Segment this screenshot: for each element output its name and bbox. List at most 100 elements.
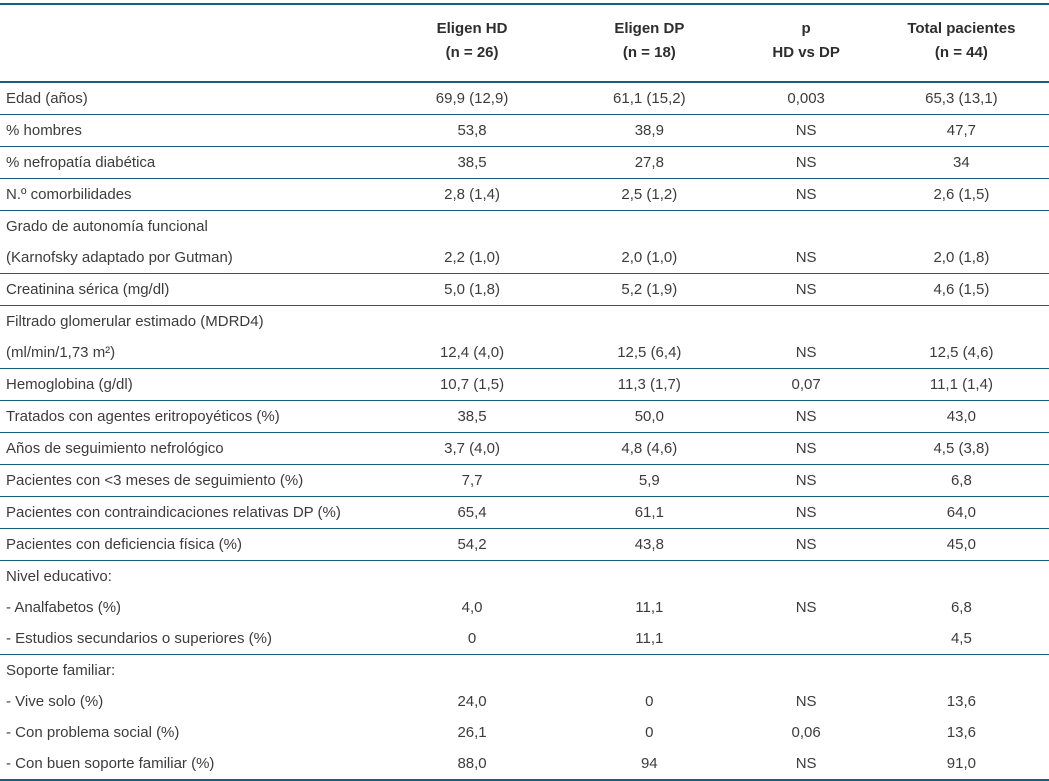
cell-eligen-hd bbox=[384, 211, 560, 243]
cell-eligen-dp: 27,8 bbox=[560, 146, 739, 179]
cell-total bbox=[874, 211, 1049, 243]
cell-eligen-hd: 2,8 (1,4) bbox=[383, 178, 561, 211]
table-row: Pacientes con deficiencia física (%) 54,2… bbox=[0, 528, 1049, 561]
table-header: Eligen HD (n = 26) Eligen DP (n = 18) p … bbox=[0, 4, 1049, 83]
cell-eligen-dp bbox=[560, 211, 738, 243]
cell-eligen-dp: 0 bbox=[645, 724, 654, 741]
cell-p-value: NS bbox=[795, 599, 817, 616]
cell-total: 4,6 (1,5) bbox=[873, 273, 1049, 306]
cell-p-value: NS bbox=[738, 496, 874, 529]
cell-p-value: 0,07 bbox=[738, 368, 874, 401]
row-label: - Estudios secundarios o superiores (%) bbox=[0, 623, 384, 655]
cell-total: 45,0 bbox=[873, 528, 1049, 561]
cell-p-value: NS bbox=[738, 178, 874, 211]
row-label: - Vive solo (%) bbox=[6, 693, 104, 710]
cell-eligen-hd bbox=[384, 655, 560, 687]
table-row: (ml/min/1,73 m²) 12,4 (4,0) 12,5 (6,4) NS 12… bbox=[0, 337, 1049, 369]
cell-eligen-hd: 53,8 bbox=[383, 114, 561, 147]
table-row: Pacientes con <3 meses de seguimiento (%… bbox=[0, 464, 1049, 497]
cell-total: 13,6 bbox=[946, 693, 976, 710]
cell-total: 13,6 bbox=[946, 724, 976, 741]
table-row: - Analfabetos (%) 4,0 11,1 NS 6,8 bbox=[0, 592, 1049, 623]
row-label: % nefropatía diabética bbox=[0, 146, 384, 179]
header-eligen-dp: Eligen DP (n = 18) bbox=[560, 4, 739, 83]
cell-eligen-dp: 61,1 (15,2) bbox=[560, 82, 739, 115]
cell-p-value: NS bbox=[738, 432, 874, 465]
cell-eligen-dp: 11,1 bbox=[560, 623, 739, 655]
cell-eligen-dp: 11,3 (1,7) bbox=[560, 368, 739, 401]
row-label: Filtrado glomerular estimado (MDRD4) bbox=[6, 313, 264, 330]
cell-total bbox=[874, 561, 1049, 593]
cell-eligen-dp: 5,2 (1,9) bbox=[560, 273, 739, 306]
cell-eligen-hd: 5,0 (1,8) bbox=[383, 273, 561, 306]
cell-total bbox=[874, 655, 1049, 687]
row-label: Creatinina sérica (mg/dl) bbox=[0, 273, 384, 306]
cell-eligen-hd: 10,7 (1,5) bbox=[383, 368, 561, 401]
cell-p-value: NS bbox=[738, 400, 874, 433]
header-eligen-hd-n: (n = 26) bbox=[445, 44, 499, 61]
cell-p-value: NS bbox=[738, 464, 874, 497]
table-row: Creatinina sérica (mg/dl) 5,0 (1,8) 5,2 (1… bbox=[0, 273, 1049, 306]
cell-total: 34 bbox=[873, 146, 1049, 179]
cell-p-value: NS bbox=[795, 755, 817, 772]
cell-p-value: 0,003 bbox=[738, 82, 874, 115]
table-row: - Estudios secundarios o superiores (%) 0… bbox=[0, 623, 1049, 655]
cell-eligen-hd: 38,5 bbox=[383, 146, 561, 179]
cell-eligen-dp: 43,8 bbox=[560, 528, 739, 561]
cell-total: 2,0 (1,8) bbox=[873, 242, 1049, 274]
table-row: Años de seguimiento nefrológico 3,7 (4,0)… bbox=[0, 432, 1049, 465]
cell-p-value: 0,06 bbox=[791, 724, 821, 741]
cell-eligen-dp bbox=[560, 306, 738, 338]
cell-p-value bbox=[738, 623, 874, 655]
cell-p-value: NS bbox=[795, 693, 817, 710]
cell-eligen-hd: 88,0 bbox=[457, 755, 487, 772]
row-label: - Con buen soporte familiar (%) bbox=[6, 755, 215, 772]
row-label: Hemoglobina (g/dl) bbox=[0, 368, 384, 401]
table-row: (Karnofsky adaptado por Gutman) 2,2 (1,0)… bbox=[0, 242, 1049, 274]
row-label: N.º comorbilidades bbox=[0, 178, 384, 211]
cell-total bbox=[874, 306, 1049, 338]
cell-eligen-hd: 65,4 bbox=[383, 496, 561, 529]
cell-eligen-dp: 5,9 bbox=[560, 464, 739, 497]
row-label: Tratados con agentes eritropoyéticos (%) bbox=[0, 400, 384, 433]
cell-eligen-dp: 61,1 bbox=[560, 496, 739, 529]
header-total-title: Total pacientes bbox=[907, 20, 1016, 37]
cell-eligen-hd: 38,5 bbox=[383, 400, 561, 433]
cell-total: 47,7 bbox=[873, 114, 1049, 147]
row-label: Soporte familiar: bbox=[6, 662, 116, 679]
row-label: Edad (años) bbox=[0, 82, 384, 115]
cell-total: 11,1 (1,4) bbox=[873, 368, 1049, 401]
cell-total: 6,8 bbox=[873, 464, 1049, 497]
header-eligen-dp-title: Eligen DP bbox=[614, 20, 685, 37]
cell-eligen-dp: 12,5 (6,4) bbox=[560, 337, 739, 369]
cell-total: 65,3 (13,1) bbox=[873, 82, 1049, 115]
cell-eligen-hd: 24,0 bbox=[457, 693, 487, 710]
cell-eligen-dp: 0 bbox=[645, 693, 654, 710]
table-row: N.º comorbilidades 2,8 (1,4) 2,5 (1,2) NS 2,… bbox=[0, 178, 1049, 211]
cell-eligen-dp bbox=[560, 561, 738, 593]
cell-eligen-hd: 54,2 bbox=[383, 528, 561, 561]
cell-eligen-hd: 2,2 (1,0) bbox=[383, 242, 561, 274]
cell-eligen-dp: 2,5 (1,2) bbox=[560, 178, 739, 211]
table-row: Grado de autonomía funcional bbox=[0, 211, 1049, 243]
table-row: Nivel educativo: bbox=[0, 561, 1049, 593]
table-row: Filtrado glomerular estimado (MDRD4) bbox=[0, 306, 1049, 338]
cell-total: 4,5 bbox=[873, 623, 1049, 655]
header-p-subtitle: HD vs DP bbox=[772, 44, 840, 61]
table-row: Tratados con agentes eritropoyéticos (%)… bbox=[0, 400, 1049, 433]
cell-p-value bbox=[738, 655, 873, 687]
row-label: - Con problema social (%) bbox=[6, 724, 180, 741]
row-label: Pacientes con contraindicaciones relativ… bbox=[0, 496, 384, 529]
cell-eligen-hd: 0 bbox=[383, 623, 561, 655]
patients-comparison-table: Eligen HD (n = 26) Eligen DP (n = 18) p … bbox=[0, 3, 1049, 781]
table-row: Pacientes con contraindicaciones relativ… bbox=[0, 496, 1049, 529]
cell-eligen-dp: 50,0 bbox=[560, 400, 739, 433]
cell-p-value: NS bbox=[738, 114, 874, 147]
table-row: - Vive solo (%) 24,0 0 NS 13,6 bbox=[0, 686, 1049, 717]
header-eligen-dp-n: (n = 18) bbox=[622, 44, 676, 61]
header-total-n: (n = 44) bbox=[934, 44, 988, 61]
row-label: % hombres bbox=[0, 114, 384, 147]
header-total: Total pacientes (n = 44) bbox=[873, 4, 1049, 83]
header-eligen-hd-title: Eligen HD bbox=[436, 20, 508, 37]
